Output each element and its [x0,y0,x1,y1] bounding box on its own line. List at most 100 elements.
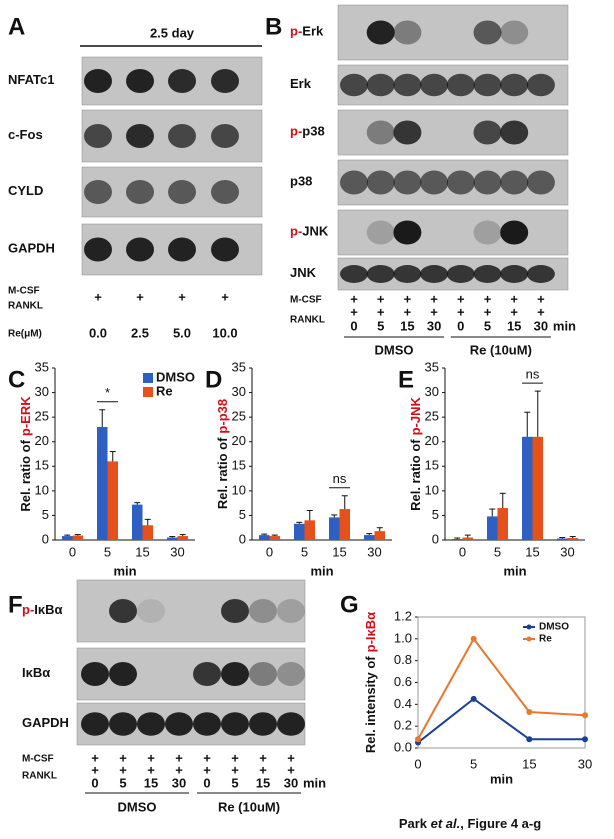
blot-band [126,237,154,262]
row-label: p-Erk [290,24,324,39]
treatment-mark: + [430,304,438,319]
y-tick-label: 15 [35,458,49,473]
bar [294,523,305,540]
error-bar [134,502,141,505]
treatment-mark: + [484,291,492,306]
y-tick-label: 20 [232,433,246,448]
error-bar [271,534,278,537]
blot-band [500,20,529,45]
error-bar [559,537,566,539]
blot-band [109,599,137,623]
blot-band [249,662,277,686]
time-label: 0 [350,318,357,333]
blot-band [221,599,249,623]
bar [107,461,118,540]
treatment-mark: + [136,289,144,304]
blot-band [109,712,137,736]
blot-band [366,170,395,195]
legend-marker [526,624,532,630]
blot-band [473,120,502,145]
plot-frame [417,616,586,749]
y-tick-label: 5 [239,507,246,522]
treatment-mark: + [457,304,465,319]
panel-label: G [340,591,359,618]
panel-label: C [8,366,25,393]
blot-band [84,124,112,148]
bar [259,535,270,540]
row-label-name: Erk [302,24,324,39]
error-bar [109,451,116,462]
time-label: 15 [256,775,270,790]
x-tick-label: 0 [414,756,421,771]
blot-band [221,662,249,686]
y-tick-label: 0.2 [394,718,412,733]
blot-band [500,220,529,245]
treatment-mark: + [350,291,358,306]
row-label: NFATc1 [8,72,54,87]
blot-band [340,73,368,97]
dose-label: Re(μM) [8,329,42,340]
bar [167,537,178,540]
time-label: 30 [534,318,548,333]
blot-band [526,73,555,97]
blot-band [168,69,196,93]
caption-part: et al. [431,816,461,831]
bar [132,504,143,540]
error-bar [366,533,373,536]
series-line [417,697,585,744]
blot-band [393,220,422,245]
blot-band [168,180,196,204]
x-axis-label: min [113,563,136,578]
blot-band [249,712,277,736]
y-axis-label-highlight: p-ERK [18,396,33,436]
blot-band [420,265,449,283]
panel-label: A [8,13,25,40]
blot-band [393,170,422,195]
x-tick-label: 30 [367,544,381,559]
group-label: DMSO [118,799,157,814]
blot-band [500,120,529,145]
time-label: 5 [484,318,491,333]
x-axis-label: min [490,771,513,786]
treatment-mark: + [147,762,155,777]
blot-band [393,20,422,45]
error-bar [454,537,461,540]
blot-band [277,599,305,623]
blot-band [393,120,422,145]
treatment-mark: + [287,750,295,765]
row-label-name: JNK [290,265,317,280]
bar [269,536,280,540]
blot-band [366,20,395,45]
y-tick-label: 0.0 [394,739,412,754]
blot-band [526,265,555,283]
x-tick-label: 30 [560,544,574,559]
x-tick-label: 5 [470,756,477,771]
blot-band [473,220,502,245]
bar [462,537,473,540]
time-unit: min [553,318,576,333]
y-tick-label: 15 [232,458,246,473]
treatment-mark: + [119,762,127,777]
treatment-label: M-CSF [22,754,54,765]
error-bar [64,534,71,537]
blot-band [211,180,239,204]
blot-band [211,237,239,262]
legend-swatch [143,387,153,397]
blot-band [126,180,154,204]
row-label: IκBα [22,665,50,680]
blot-band [366,220,395,245]
bar [497,508,508,540]
treatment-mark: + [221,289,229,304]
y-tick-label: 35 [232,359,246,374]
treatment-label: RANKL [290,315,325,326]
row-label: p38 [290,174,312,189]
treatment-mark: + [377,291,385,306]
row-label-name: JNK [302,224,329,239]
bar [532,436,543,540]
bar [487,516,498,540]
blot-strip [337,109,569,156]
y-axis-label-text: Rel. ratio of [408,439,423,511]
bar [304,520,315,540]
dose: 10.0 [212,325,237,340]
